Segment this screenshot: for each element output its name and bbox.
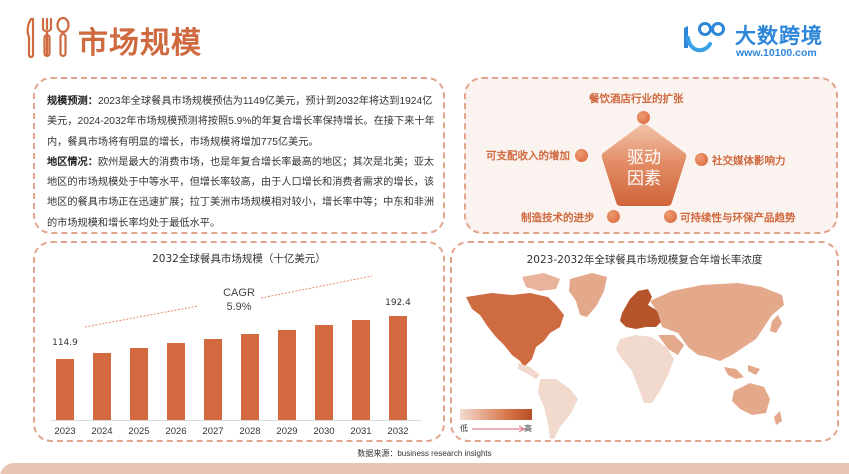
x-axis: [51, 420, 421, 421]
forecast-label: 规模预测：: [47, 96, 98, 107]
region-latin-america: [538, 379, 578, 439]
x-tick-label: 2026: [165, 426, 187, 437]
region-africa: [616, 335, 674, 403]
bar-2031: [352, 320, 370, 420]
drivers-card: 驱动 因素 餐饮酒店行业的扩张 社交媒体影响力 可持续性与环保产品趋势 制造技术…: [464, 77, 838, 234]
legend-low-label: 低: [460, 424, 468, 433]
region-label: 地区情况：: [47, 156, 98, 168]
driver-label-manufacturing: 制造技术的进步: [521, 212, 595, 224]
bar-value-last: 192.4: [385, 298, 411, 308]
forecast-paragraph: 规模预测：2023年全球餐具市场规模预估为1149亿美元，预计到2032年将达到…: [47, 92, 437, 153]
brand-logo[interactable]: 大数跨境 www.10100.com: [680, 18, 830, 62]
bar-value-first: 114.9: [52, 338, 78, 348]
logo-name: 大数跨境: [735, 24, 823, 48]
cagr-annotation: CAGR 5.9%: [209, 286, 269, 314]
bar-2024: [93, 353, 111, 420]
logo-url: www.10100.com: [736, 47, 817, 59]
x-tick-label: 2028: [239, 426, 261, 437]
driver-label-social-media: 社交媒体影响力: [712, 155, 786, 167]
bar-2023: [56, 359, 74, 420]
x-tick-label: 2030: [313, 426, 335, 437]
region-greenland: [569, 273, 607, 317]
summary-text: 规模预测：2023年全球餐具市场规模预估为1149亿美元，预计到2032年将达到…: [47, 92, 437, 234]
x-tick-label: 2024: [91, 426, 113, 437]
page-header: 市场规模 大数跨境 www.10100.com: [0, 0, 849, 75]
driver-dot-icon: [607, 210, 620, 223]
pentagon-label: 驱动 因素: [599, 148, 689, 190]
cutlery-icon: [26, 16, 70, 59]
x-tick-label: 2029: [276, 426, 298, 437]
bar-2032: [389, 316, 407, 420]
bar-2025: [130, 348, 148, 420]
driver-label-sustainability: 可持续性与环保产品趋势: [680, 212, 796, 224]
bar-2030: [315, 325, 333, 420]
x-tick-label: 2025: [128, 426, 150, 437]
cagr-label: CAGR: [223, 287, 255, 299]
forecast-text: 2023年全球餐具市场规模预估为1149亿美元，预计到2032年将达到1924亿…: [47, 96, 435, 148]
region-asia: [650, 283, 784, 361]
legend-high-label: 高: [524, 424, 532, 433]
pentagon-label-line1: 驱动: [627, 148, 661, 168]
bar-chart-card: 2032全球餐具市场规模（十亿美元） CAGR 5.9% 114.9 192.4…: [33, 241, 445, 442]
bar-2028: [241, 334, 259, 420]
region-europe: [620, 289, 662, 329]
bar-2026: [167, 343, 185, 420]
bar-2029: [278, 330, 296, 420]
x-tick-label: 2027: [202, 426, 224, 437]
pentagon-label-line2: 因素: [627, 169, 661, 189]
region-text: 欧州是最大的消费市场，也是年复合增长率最高的地区；其次是北美；亚太地区的市场规模…: [47, 156, 435, 229]
region-paragraph: 地区情况：欧州是最大的消费市场，也是年复合增长率最高的地区；其次是北美；亚太地区…: [47, 153, 437, 234]
map-title: 2023-2032年全球餐具市场规模复合年增长率浓度: [526, 254, 763, 266]
region-middle-east: [658, 335, 684, 355]
driver-dot-icon: [575, 149, 588, 162]
pentagon-shape: [601, 124, 687, 206]
driver-dot-icon: [664, 210, 677, 223]
arrow-right-icon: [472, 425, 525, 433]
driver-dot-icon: [695, 153, 708, 166]
bar-chart: CAGR 5.9% 114.9 192.4 2023 2024 2025 202…: [51, 263, 431, 439]
region-north-america: [466, 293, 564, 367]
summary-card: 规模预测：2023年全球餐具市场规模预估为1149亿美元，预计到2032年将达到…: [33, 77, 445, 234]
footer-band: [0, 463, 849, 474]
legend-gradient-bar: [460, 409, 532, 420]
cagr-trend-line: [84, 275, 373, 328]
logo-mark-icon: [684, 22, 725, 53]
region-oceania: [732, 383, 770, 415]
cagr-value: 5.9%: [226, 301, 252, 313]
x-tick-label: 2023: [54, 426, 76, 437]
data-source: 数据来源：business research insights: [357, 449, 492, 458]
map-card: 2023-2032年全球餐具市场规模复合年增长率浓度 低 高: [450, 241, 839, 442]
page-title: 市场规模: [78, 26, 202, 61]
driver-dot-icon: [637, 111, 650, 124]
driver-label-hospitality: 餐饮酒店行业的扩张: [589, 93, 684, 105]
drivers-diagram: 驱动 因素 餐饮酒店行业的扩张 社交媒体影响力 可持续性与环保产品趋势 制造技术…: [466, 79, 836, 232]
world-map: [466, 273, 784, 439]
driver-label-income: 可支配收入的增加: [486, 150, 570, 162]
x-tick-label: 2031: [350, 426, 372, 437]
x-tick-label: 2032: [387, 426, 409, 437]
bar-2027: [204, 339, 222, 420]
bar-chart-title: 2032全球餐具市场规模（十亿美元）: [152, 253, 326, 265]
